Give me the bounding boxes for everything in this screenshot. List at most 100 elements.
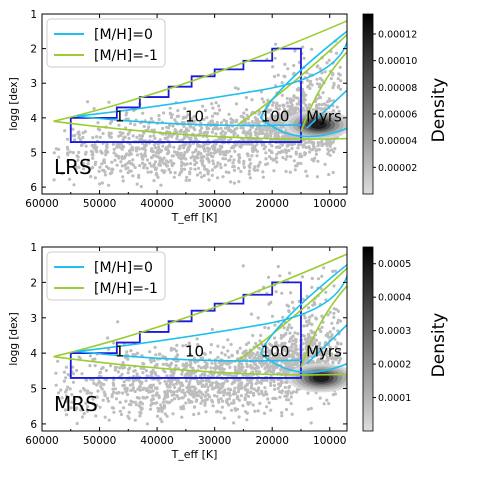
data-point [85, 100, 90, 104]
data-point [205, 132, 209, 136]
data-point [199, 379, 203, 383]
data-point [269, 134, 273, 138]
data-point [286, 109, 290, 113]
data-point [338, 348, 342, 352]
data-point [165, 164, 169, 168]
data-point [302, 143, 306, 147]
data-point [209, 151, 213, 155]
data-point [153, 136, 157, 140]
data-point [316, 141, 320, 145]
data-point [287, 323, 291, 327]
data-point [128, 402, 132, 407]
data-point [288, 271, 292, 275]
data-point [206, 172, 210, 176]
data-point [166, 145, 170, 149]
data-point [121, 391, 125, 395]
data-point [134, 146, 138, 150]
data-point [155, 414, 160, 418]
data-point [153, 371, 157, 375]
data-point [92, 381, 96, 385]
data-point [216, 355, 220, 359]
data-point [173, 385, 177, 389]
data-point [128, 142, 132, 146]
data-point [184, 401, 188, 405]
legend: [M/H]=0 [M/H]=-1 [46, 18, 166, 68]
data-point [234, 102, 239, 106]
data-point [336, 321, 340, 325]
data-point [210, 173, 214, 177]
data-point [219, 165, 223, 170]
data-point [263, 325, 267, 330]
data-point [310, 83, 314, 87]
data-point [291, 363, 295, 367]
data-point [304, 169, 308, 173]
data-point [187, 398, 191, 402]
data-point [112, 151, 116, 155]
data-point [250, 142, 254, 146]
data-point [286, 360, 290, 364]
data-point [241, 264, 245, 268]
data-point [74, 408, 78, 412]
data-point [224, 170, 228, 174]
data-point [153, 146, 157, 150]
data-point [166, 160, 170, 164]
data-point [336, 342, 340, 346]
data-point [247, 121, 251, 125]
x-tick-label: 40000 [140, 435, 173, 447]
data-point [143, 151, 147, 156]
data-point [205, 125, 209, 129]
data-point [257, 392, 261, 396]
data-point [173, 130, 177, 134]
data-point [68, 387, 72, 391]
data-point [237, 156, 241, 160]
colorbar-tick-label: 0.00010 [378, 56, 417, 67]
data-point [77, 165, 81, 169]
data-point [248, 128, 252, 132]
data-point [239, 114, 243, 118]
data-point [246, 394, 251, 398]
data-point [285, 380, 289, 384]
data-point [90, 153, 94, 157]
isochrone-solar [76, 14, 347, 117]
data-point [315, 77, 319, 81]
data-point [111, 378, 116, 382]
data-point [204, 410, 208, 414]
data-point [193, 149, 197, 153]
data-point [289, 155, 293, 159]
data-point [138, 133, 142, 138]
data-point [328, 310, 332, 314]
data-point [213, 165, 217, 169]
data-point [125, 392, 130, 397]
data-point [111, 142, 115, 146]
data-point [324, 298, 328, 302]
data-point [60, 396, 64, 400]
data-point [108, 121, 112, 125]
data-point [200, 392, 205, 396]
data-point [151, 368, 155, 372]
data-point [242, 142, 246, 146]
data-point [149, 398, 153, 402]
data-point [214, 385, 218, 389]
data-point [137, 385, 142, 389]
data-point [318, 82, 322, 86]
data-point [322, 102, 326, 106]
data-point [131, 379, 135, 383]
data-point [306, 78, 310, 83]
data-point [185, 175, 189, 179]
data-point [145, 166, 149, 170]
data-point [296, 88, 301, 92]
data-point [150, 128, 154, 132]
data-point [295, 164, 299, 168]
data-point [181, 344, 185, 348]
data-point [253, 116, 257, 120]
data-point [156, 406, 160, 410]
data-point [188, 138, 192, 142]
data-point [140, 134, 145, 138]
data-point [125, 386, 129, 390]
data-point [256, 389, 260, 393]
data-point [210, 387, 215, 391]
data-point [169, 380, 173, 384]
data-point [160, 420, 164, 424]
data-point [274, 365, 278, 369]
data-point [179, 405, 183, 409]
